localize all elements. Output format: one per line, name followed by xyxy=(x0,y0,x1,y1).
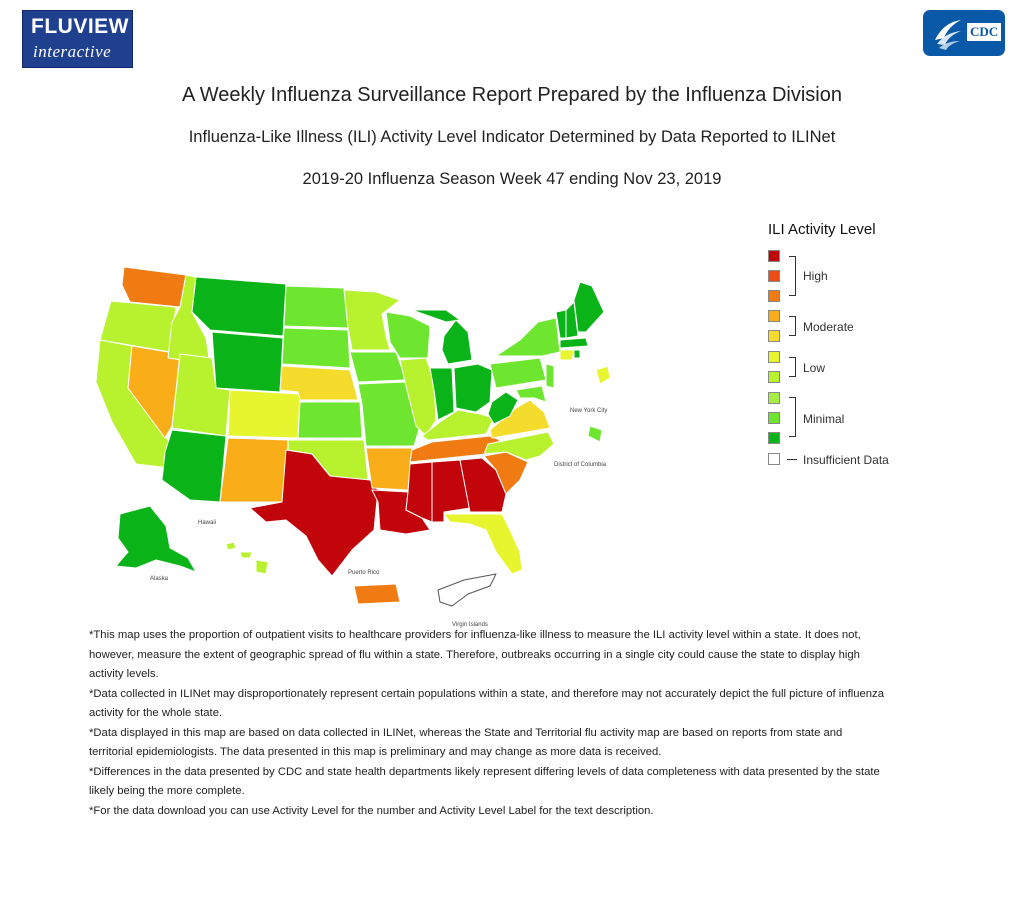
fluview-logo[interactable]: FLUVIEW interactive xyxy=(22,10,133,68)
state-illinois[interactable] xyxy=(399,357,437,437)
state-minnesota[interactable] xyxy=(343,289,401,351)
territory-virgin-islands[interactable] xyxy=(437,573,497,607)
page-title: A Weekly Influenza Surveillance Report P… xyxy=(182,84,842,106)
legend-swatch xyxy=(768,330,780,342)
state-rhode-island[interactable] xyxy=(573,349,581,359)
state-washington[interactable] xyxy=(121,266,187,308)
state-virginia[interactable] xyxy=(489,399,551,439)
legend-title: ILI Activity Level xyxy=(768,221,876,238)
state-new-york[interactable] xyxy=(495,317,561,357)
state-iowa[interactable] xyxy=(349,351,407,383)
cdc-logo[interactable]: CDC xyxy=(923,10,1005,56)
cdc-logo-text: CDC xyxy=(967,23,1002,41)
state-pennsylvania[interactable] xyxy=(489,357,547,389)
inset-district-of-columbia[interactable] xyxy=(587,425,603,443)
state-ohio[interactable] xyxy=(453,363,493,413)
state-maine[interactable] xyxy=(573,281,605,333)
legend: ILI Activity Level High Moderate Low Min… xyxy=(768,218,968,478)
label-alaska: Alaska xyxy=(150,576,169,582)
state-south-dakota[interactable] xyxy=(281,327,351,369)
state-nebraska[interactable] xyxy=(279,365,359,401)
fluview-logo-subtitle: interactive xyxy=(33,42,112,61)
state-new-mexico[interactable] xyxy=(219,437,289,503)
state-maryland[interactable] xyxy=(515,385,547,403)
legend-swatch xyxy=(768,270,780,282)
state-kansas[interactable] xyxy=(297,401,363,439)
label-district-of-columbia: District of Columbia xyxy=(554,462,607,468)
legend-dash xyxy=(787,459,797,460)
state-wisconsin[interactable] xyxy=(385,311,431,359)
label-puerto-rico: Puerto Rico xyxy=(348,570,380,576)
footnote: *For the data download you can use Activ… xyxy=(89,804,654,817)
footnote: *Data displayed in this map are based on… xyxy=(89,726,843,759)
state-north-dakota[interactable] xyxy=(283,285,349,329)
territory-puerto-rico[interactable] xyxy=(353,583,401,605)
legend-label-minimal: Minimal xyxy=(803,412,845,426)
label-hawaii: Hawaii xyxy=(198,520,216,526)
legend-swatch xyxy=(768,412,780,424)
page-subtitle: Influenza-Like Illness (ILI) Activity Le… xyxy=(188,128,836,146)
state-new-jersey[interactable] xyxy=(545,363,555,389)
state-michigan[interactable] xyxy=(411,309,473,365)
legend-brace-high xyxy=(789,256,796,296)
footnotes: *This map uses the proportion of outpati… xyxy=(89,626,889,821)
hhs-eagle-icon xyxy=(935,20,961,50)
legend-label-high: High xyxy=(803,269,828,283)
legend-brace-moderate xyxy=(789,316,796,336)
state-montana[interactable] xyxy=(191,276,287,337)
legend-label-moderate: Moderate xyxy=(803,320,854,334)
state-texas[interactable] xyxy=(249,449,379,577)
legend-swatch xyxy=(768,310,780,322)
legend-swatch xyxy=(768,351,780,363)
legend-swatch xyxy=(768,371,780,383)
legend-swatch xyxy=(768,392,780,404)
fluview-logo-title: FLUVIEW xyxy=(31,15,129,38)
state-arizona[interactable] xyxy=(161,429,227,503)
legend-swatch xyxy=(768,250,780,262)
state-colorado[interactable] xyxy=(227,389,301,439)
legend-swatch-insufficient xyxy=(768,453,780,465)
legend-swatch xyxy=(768,290,780,302)
legend-brace-minimal xyxy=(789,397,796,437)
state-florida[interactable] xyxy=(443,513,523,575)
legend-label-low: Low xyxy=(803,361,826,375)
state-hawaii[interactable] xyxy=(225,541,269,575)
label-new-york-city: New York City xyxy=(570,408,607,414)
state-indiana[interactable] xyxy=(429,367,455,421)
state-alaska[interactable] xyxy=(115,505,197,573)
season-label: 2019-20 Influenza Season Week 47 ending … xyxy=(302,170,722,188)
state-wyoming[interactable] xyxy=(211,331,284,393)
state-connecticut[interactable] xyxy=(559,349,575,361)
legend-label-insufficient: Insufficient Data xyxy=(803,453,889,467)
footnote: *Differences in the data presented by CD… xyxy=(89,765,880,798)
footnote: *This map uses the proportion of outpati… xyxy=(89,629,861,680)
legend-brace-low xyxy=(789,357,796,377)
state-tennessee[interactable] xyxy=(409,435,501,463)
state-arkansas[interactable] xyxy=(365,447,413,491)
legend-swatch xyxy=(768,432,780,444)
state-kentucky[interactable] xyxy=(421,409,495,441)
label-virgin-islands: Virgin Islands xyxy=(452,622,488,628)
state-massachusetts[interactable] xyxy=(559,337,589,349)
ili-activity-map: New York City District of Columbia Hawai… xyxy=(95,266,611,628)
inset-new-york-city[interactable] xyxy=(595,365,611,385)
state-west-virginia[interactable] xyxy=(487,391,519,425)
state-north-carolina[interactable] xyxy=(483,431,555,461)
footnote: *Data collected in ILINet may disproport… xyxy=(89,687,884,720)
